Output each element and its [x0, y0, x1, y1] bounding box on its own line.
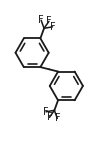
- Text: F: F: [46, 16, 52, 26]
- Text: F: F: [54, 113, 60, 123]
- Text: F: F: [43, 107, 49, 117]
- Text: F: F: [50, 22, 55, 32]
- Text: F: F: [47, 112, 52, 122]
- Text: F: F: [38, 15, 44, 25]
